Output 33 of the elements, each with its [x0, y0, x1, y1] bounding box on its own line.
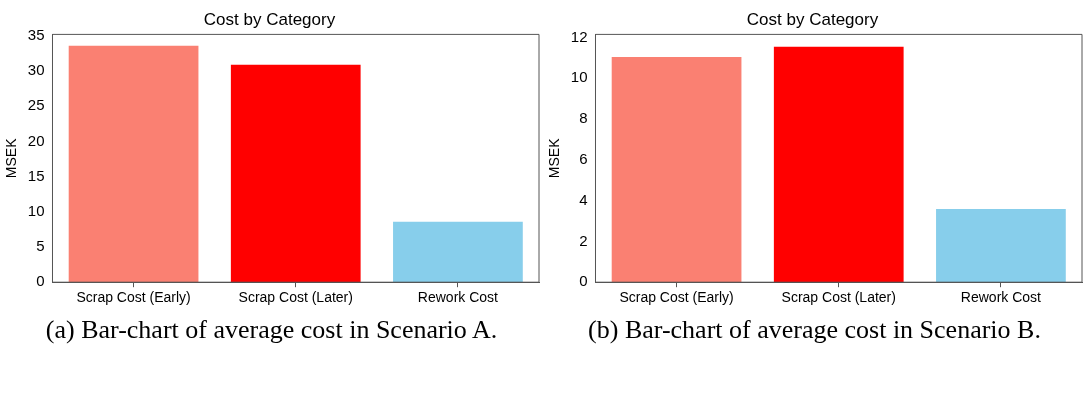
x-tick-label: Rework Cost [417, 289, 499, 306]
chart-title: Cost by Category [746, 9, 879, 29]
y-tick-label: 25 [27, 96, 45, 114]
bar [393, 221, 523, 283]
y-tick-label: 4 [579, 190, 588, 208]
y-tick-label: 0 [36, 272, 45, 290]
y-tick-label: 10 [27, 201, 45, 219]
y-tick-label: 15 [27, 166, 45, 184]
y-axis-title: MSEK [546, 137, 563, 179]
y-axis-title: MSEK [3, 137, 20, 179]
x-tick-label: Scrap Cost (Early) [76, 289, 191, 306]
y-tick-label: 5 [36, 237, 45, 255]
bar [773, 46, 904, 283]
y-tick-label: 8 [579, 109, 588, 127]
x-tick-label: Scrap Cost (Later) [781, 289, 896, 306]
y-tick-label: 10 [570, 68, 588, 86]
y-tick-label: 12 [570, 27, 588, 45]
x-tick-label: Scrap Cost (Later) [238, 289, 353, 306]
bar [611, 57, 742, 283]
y-tick-label: 0 [579, 272, 588, 290]
y-tick-label: 20 [27, 131, 45, 149]
y-tick-label: 35 [27, 25, 45, 43]
text: (b) Bar-chart of average cost in Scenario B. [587, 314, 1042, 346]
bar [230, 64, 361, 283]
bar [68, 45, 199, 283]
chart-title: Cost by Category [203, 9, 336, 29]
y-tick-label: 6 [579, 149, 588, 167]
y-tick-label: 30 [27, 61, 45, 79]
y-tick-label: 2 [579, 231, 588, 249]
text: (a) Bar-chart of average cost in Scenario A. [44, 314, 499, 346]
bar [936, 208, 1066, 283]
x-tick-label: Scrap Cost (Early) [619, 289, 734, 306]
x-tick-label: Rework Cost [960, 289, 1042, 306]
